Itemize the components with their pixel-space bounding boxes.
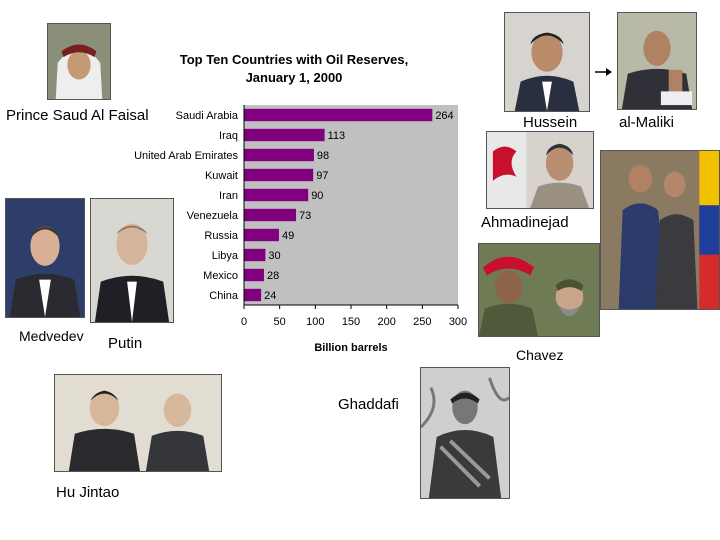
bar-iraq	[244, 128, 325, 142]
category-label: Iran	[219, 190, 238, 202]
arrow-right-icon	[595, 68, 612, 76]
x-tick-label: 250	[413, 316, 431, 328]
bar-iran	[244, 188, 309, 202]
bar-libya	[244, 248, 266, 262]
putin-photo	[90, 198, 174, 323]
x-tick-label: 200	[377, 316, 395, 328]
category-label: Kuwait	[205, 170, 238, 182]
category-label: Russia	[204, 230, 239, 242]
data-label: 30	[268, 250, 280, 262]
category-label: Libya	[212, 250, 239, 262]
caption-ghaddafi: Ghaddafi	[338, 396, 399, 413]
category-label: Venezuela	[187, 210, 239, 222]
bar-united-arab-emirates	[244, 148, 314, 162]
oil-reserves-bar-chart: Saudi Arabia 264 Iraq 113 United Arab Emirat…	[134, 105, 467, 354]
category-label: Saudi Arabia	[176, 110, 239, 122]
data-label: 28	[267, 270, 279, 282]
data-label: 113	[328, 130, 346, 142]
category-label: United Arab Emirates	[134, 150, 238, 162]
chart-title: Top Ten Countries with Oil Reserves,	[179, 52, 409, 67]
bar-saudi-arabia	[244, 108, 433, 122]
x-tick-label: 150	[342, 316, 360, 328]
caption-medvedev: Medvedev	[19, 328, 84, 344]
ahmadinejad-photo	[486, 131, 594, 209]
data-label: 49	[282, 230, 294, 242]
hu-jintao-putin-photo	[54, 374, 222, 472]
x-tick-label: 0	[241, 316, 247, 328]
x-tick-label: 300	[449, 316, 467, 328]
caption-ahmadinejad: Ahmadinejad	[481, 214, 569, 231]
caption-chavez: Chavez	[516, 347, 564, 363]
x-tick-label: 50	[274, 316, 286, 328]
x-axis-label: Billion barrels	[314, 342, 387, 354]
data-label: 97	[316, 170, 328, 182]
data-label: 90	[311, 190, 323, 202]
data-label: 24	[264, 290, 276, 302]
data-label: 264	[435, 110, 453, 122]
caption-putin: Putin	[108, 335, 143, 352]
chavez-ahmadinejad-embrace-photo	[600, 150, 720, 310]
al-maliki-photo	[617, 12, 697, 110]
chavez-castro-photo	[478, 243, 600, 337]
bar-venezuela	[244, 208, 297, 222]
bar-kuwait	[244, 168, 314, 182]
bar-mexico	[244, 268, 264, 282]
category-label: Iraq	[219, 130, 238, 142]
hussein-photo	[504, 12, 590, 112]
caption-hussein: Hussein	[523, 114, 578, 131]
data-label: 98	[317, 150, 329, 162]
data-label: 73	[299, 210, 311, 222]
caption-al-maliki: al-Maliki	[619, 114, 675, 131]
category-label: China	[209, 290, 239, 302]
medvedev-photo	[5, 198, 85, 318]
chart-subtitle: January 1, 2000	[245, 70, 343, 85]
saud-al-faisal-photo	[47, 23, 111, 100]
category-label: Mexico	[203, 270, 238, 282]
x-tick-label: 100	[306, 316, 324, 328]
ghaddafi-photo	[420, 367, 510, 499]
bar-china	[244, 288, 262, 302]
caption-hu-jintao: Hu Jintao	[56, 484, 120, 501]
bar-russia	[244, 228, 279, 242]
caption-saud-al-faisal: Prince Saud Al Faisal	[6, 107, 149, 124]
